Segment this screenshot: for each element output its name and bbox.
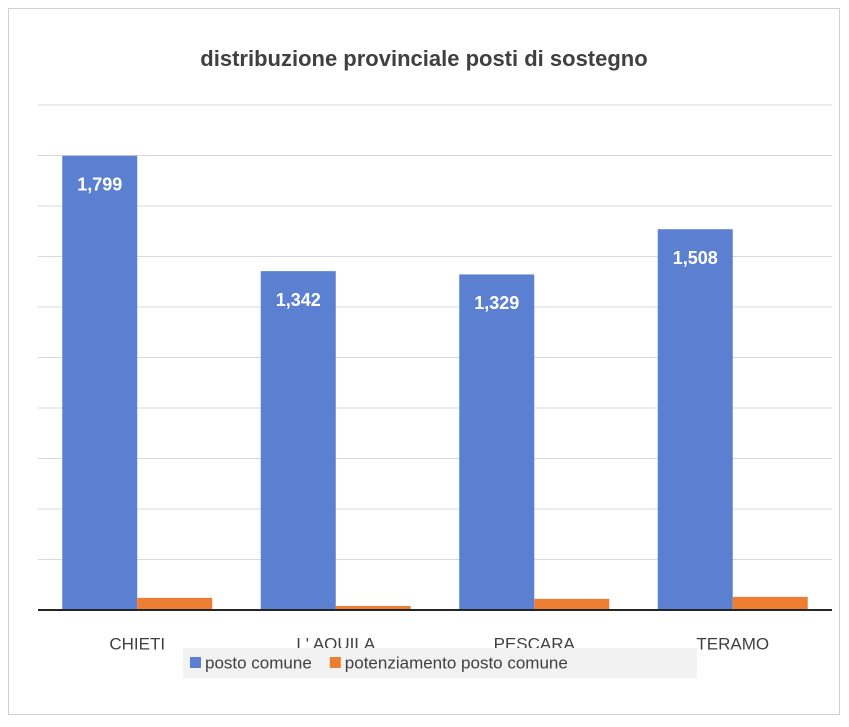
bar — [732, 596, 808, 610]
bar — [137, 597, 213, 610]
data-label: 1,799 — [77, 175, 122, 195]
x-tick-label: CHIETI — [109, 634, 165, 653]
bar — [459, 274, 535, 610]
bar — [335, 605, 411, 610]
x-tick-label: TERAMO — [696, 634, 769, 653]
bar — [657, 229, 733, 611]
chart-title: distribuzione provinciale posti di soste… — [200, 46, 647, 71]
data-label: 1,342 — [276, 290, 321, 310]
legend-label: potenziamento posto comune — [345, 653, 568, 672]
data-label: 1,508 — [673, 248, 718, 268]
legend-swatch — [190, 657, 201, 668]
bar — [534, 598, 610, 610]
bar — [62, 155, 138, 610]
legend-box — [183, 648, 697, 678]
legend-swatch — [329, 657, 341, 668]
legend-label: posto comune — [205, 653, 312, 672]
bar — [260, 271, 336, 610]
data-label: 1,329 — [474, 293, 519, 313]
